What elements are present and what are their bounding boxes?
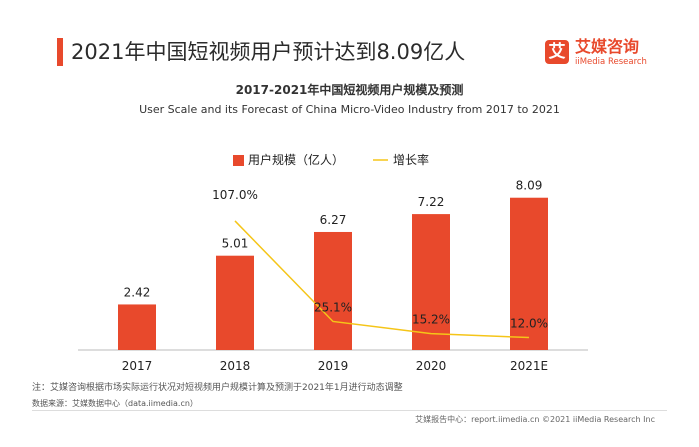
x-tick-label: 2021E	[510, 359, 548, 373]
page-title: 2021年中国短视频用户预计达到8.09亿人	[71, 40, 466, 64]
bar-2017	[118, 304, 156, 350]
growth-rate-label: 107.0%	[212, 188, 258, 202]
growth-rate-line	[234, 220, 530, 339]
chart-title: 2017-2021年中国短视频用户规模及预测	[235, 83, 464, 97]
chart-note: 注：艾媒咨询根据市场实际运行状况对短视频用户规模计算及预测于2021年1月进行动…	[32, 383, 403, 393]
x-tick-label: 2019	[318, 359, 349, 373]
logo-mark-icon: 艾	[545, 40, 569, 64]
bar-value-label: 6.27	[320, 213, 347, 227]
logo-name-cn: 艾媒咨询	[575, 37, 640, 56]
growth-rate-label: 12.0%	[510, 317, 548, 331]
legend-label-bar: 用户规模（亿人）	[248, 152, 344, 167]
growth-rate-label: 15.2%	[412, 313, 450, 327]
title-accent-bar	[57, 38, 63, 66]
bar-2018	[216, 255, 254, 350]
bar-2021E	[510, 197, 548, 350]
bar-value-label: 2.42	[124, 285, 151, 299]
x-tick-label: 2018	[220, 359, 251, 373]
legend-swatch-bar	[233, 155, 244, 166]
x-tick-label: 2017	[122, 359, 153, 373]
logo-name-en: iiMedia Research	[575, 57, 647, 67]
footer-divider	[32, 410, 667, 411]
data-source: 数据来源：艾媒数据中心（data.iimedia.cn）	[32, 399, 198, 408]
chart-subtitle: User Scale and its Forecast of China Mic…	[139, 103, 560, 116]
bar-2019	[314, 231, 352, 350]
footer-credit: 艾媒报告中心：report.iimedia.cn ©2021 iiMedia R…	[415, 415, 655, 424]
bar-2020	[412, 214, 450, 350]
iimedia-logo: 艾 艾媒咨询 iiMedia Research	[545, 38, 655, 70]
bar-value-label: 8.09	[516, 179, 543, 193]
growth-rate-label: 25.1%	[314, 300, 352, 314]
x-tick-label: 2020	[416, 359, 447, 373]
bar-value-label: 5.01	[222, 237, 249, 251]
bar-value-label: 7.22	[418, 195, 445, 209]
legend-label-line: 增长率	[393, 152, 429, 167]
